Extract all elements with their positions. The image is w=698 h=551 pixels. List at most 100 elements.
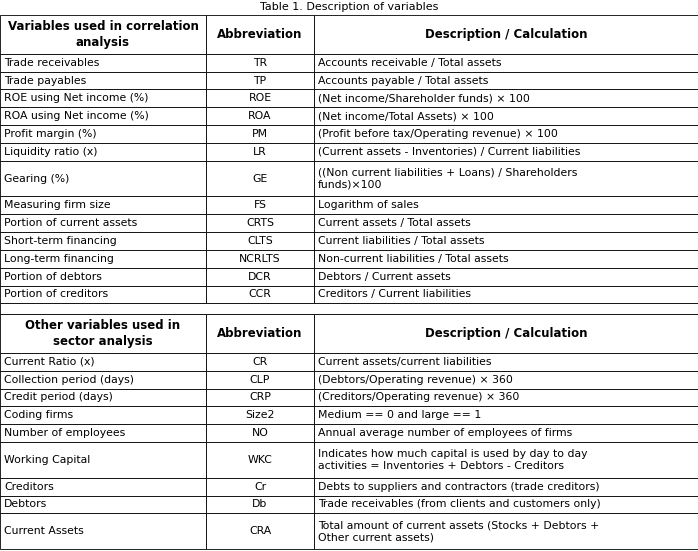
Bar bbox=[314, 125, 698, 143]
Bar bbox=[0, 424, 206, 442]
Bar bbox=[206, 268, 314, 285]
Text: (Current assets - Inventories) / Current liabilities: (Current assets - Inventories) / Current… bbox=[318, 147, 581, 157]
Text: Current assets/current liabilities: Current assets/current liabilities bbox=[318, 357, 491, 367]
Text: ((Non current liabilities + Loans) / Shareholders
funds)×100: ((Non current liabilities + Loans) / Sha… bbox=[318, 168, 577, 190]
Bar bbox=[206, 388, 314, 407]
Bar bbox=[0, 304, 698, 314]
Text: Short-term financing: Short-term financing bbox=[4, 236, 117, 246]
Bar bbox=[206, 161, 314, 197]
Bar bbox=[0, 161, 206, 197]
Text: Profit margin (%): Profit margin (%) bbox=[4, 129, 96, 139]
Bar bbox=[0, 495, 206, 514]
Bar bbox=[314, 314, 698, 353]
Bar bbox=[314, 514, 698, 549]
Text: (Net income/Total Assets) × 100: (Net income/Total Assets) × 100 bbox=[318, 111, 494, 121]
Text: CCR: CCR bbox=[248, 289, 272, 300]
Bar bbox=[0, 268, 206, 285]
Text: Collection period (days): Collection period (days) bbox=[4, 375, 134, 385]
Text: CRA: CRA bbox=[249, 526, 271, 536]
Text: (Creditors/Operating revenue) × 360: (Creditors/Operating revenue) × 360 bbox=[318, 392, 519, 402]
Text: Logarithm of sales: Logarithm of sales bbox=[318, 201, 419, 210]
Bar bbox=[314, 143, 698, 161]
Text: WKC: WKC bbox=[248, 455, 272, 465]
Bar bbox=[314, 353, 698, 371]
Bar bbox=[206, 478, 314, 495]
Bar bbox=[206, 72, 314, 89]
Text: Trade receivables: Trade receivables bbox=[4, 58, 99, 68]
Text: Description / Calculation: Description / Calculation bbox=[425, 327, 587, 340]
Bar bbox=[314, 495, 698, 514]
Text: (Debtors/Operating revenue) × 360: (Debtors/Operating revenue) × 360 bbox=[318, 375, 513, 385]
Bar bbox=[206, 250, 314, 268]
Bar bbox=[314, 371, 698, 388]
Text: ROE using Net income (%): ROE using Net income (%) bbox=[4, 94, 149, 104]
Text: NO: NO bbox=[251, 428, 269, 438]
Bar bbox=[0, 107, 206, 125]
Text: CR: CR bbox=[253, 357, 267, 367]
Bar bbox=[206, 314, 314, 353]
Bar bbox=[0, 250, 206, 268]
Bar bbox=[0, 214, 206, 232]
Bar bbox=[0, 442, 206, 478]
Bar bbox=[314, 89, 698, 107]
Text: Creditors / Current liabilities: Creditors / Current liabilities bbox=[318, 289, 471, 300]
Text: Description / Calculation: Description / Calculation bbox=[425, 28, 587, 41]
Bar bbox=[0, 89, 206, 107]
Text: GE: GE bbox=[253, 174, 267, 183]
Text: NCRLTS: NCRLTS bbox=[239, 254, 281, 264]
Bar bbox=[0, 125, 206, 143]
Bar bbox=[0, 407, 206, 424]
Text: DCR: DCR bbox=[248, 272, 272, 282]
Text: Liquidity ratio (x): Liquidity ratio (x) bbox=[4, 147, 98, 157]
Bar bbox=[0, 314, 206, 353]
Text: Size2: Size2 bbox=[245, 410, 275, 420]
Bar bbox=[0, 232, 206, 250]
Text: CRTS: CRTS bbox=[246, 218, 274, 228]
Text: (Profit before tax/Operating revenue) × 100: (Profit before tax/Operating revenue) × … bbox=[318, 129, 558, 139]
Text: Medium == 0 and large == 1: Medium == 0 and large == 1 bbox=[318, 410, 482, 420]
Bar bbox=[0, 514, 206, 549]
Text: ROE: ROE bbox=[248, 94, 272, 104]
Text: (Net income/Shareholder funds) × 100: (Net income/Shareholder funds) × 100 bbox=[318, 94, 530, 104]
Bar bbox=[206, 232, 314, 250]
Text: Indicates how much capital is used by day to day
activities = Inventories + Debt: Indicates how much capital is used by da… bbox=[318, 449, 588, 471]
Bar bbox=[206, 54, 314, 72]
Bar bbox=[206, 197, 314, 214]
Text: Other variables used in
sector analysis: Other variables used in sector analysis bbox=[25, 319, 181, 348]
Bar bbox=[314, 268, 698, 285]
Text: Coding firms: Coding firms bbox=[4, 410, 73, 420]
Text: Debts to suppliers and contractors (trade creditors): Debts to suppliers and contractors (trad… bbox=[318, 482, 600, 491]
Bar bbox=[206, 214, 314, 232]
Bar bbox=[0, 388, 206, 407]
Text: Current Ratio (x): Current Ratio (x) bbox=[4, 357, 95, 367]
Text: Current liabilities / Total assets: Current liabilities / Total assets bbox=[318, 236, 484, 246]
Bar bbox=[314, 424, 698, 442]
Bar bbox=[314, 285, 698, 304]
Text: PM: PM bbox=[252, 129, 268, 139]
Text: Accounts receivable / Total assets: Accounts receivable / Total assets bbox=[318, 58, 502, 68]
Bar bbox=[206, 125, 314, 143]
Text: Non-current liabilities / Total assets: Non-current liabilities / Total assets bbox=[318, 254, 509, 264]
Bar bbox=[0, 478, 206, 495]
Bar bbox=[0, 371, 206, 388]
Bar bbox=[314, 197, 698, 214]
Bar bbox=[314, 232, 698, 250]
Text: CRP: CRP bbox=[249, 392, 271, 402]
Bar bbox=[0, 197, 206, 214]
Bar bbox=[206, 15, 314, 54]
Text: Table 1. Description of variables: Table 1. Description of variables bbox=[260, 3, 438, 13]
Bar bbox=[0, 353, 206, 371]
Text: LR: LR bbox=[253, 147, 267, 157]
Text: Annual average number of employees of firms: Annual average number of employees of fi… bbox=[318, 428, 572, 438]
Text: Debtors / Current assets: Debtors / Current assets bbox=[318, 272, 451, 282]
Bar bbox=[0, 15, 206, 54]
Bar bbox=[0, 143, 206, 161]
Text: Debtors: Debtors bbox=[4, 499, 47, 510]
Text: ROA: ROA bbox=[248, 111, 272, 121]
Text: FS: FS bbox=[253, 201, 267, 210]
Bar bbox=[206, 353, 314, 371]
Text: Portion of debtors: Portion of debtors bbox=[4, 272, 102, 282]
Bar bbox=[314, 15, 698, 54]
Bar bbox=[206, 89, 314, 107]
Text: Abbreviation: Abbreviation bbox=[217, 327, 303, 340]
